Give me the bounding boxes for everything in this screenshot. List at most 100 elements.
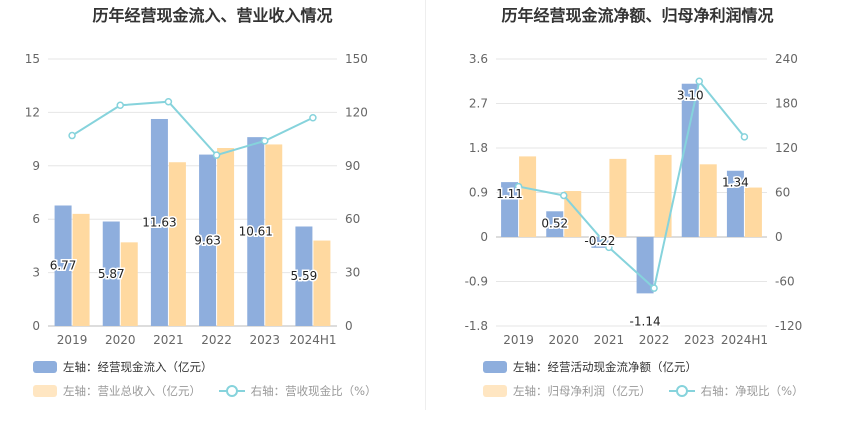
- legend-item-ratio[interactable]: 右轴：营收现金比（%）: [218, 383, 377, 399]
- legend-item-revenue[interactable]: 左轴：营业总收入（亿元）: [33, 383, 201, 399]
- bar: [726, 170, 744, 237]
- bar: [295, 226, 313, 326]
- bar: [519, 156, 537, 237]
- data-label: -0.22: [584, 234, 615, 248]
- bar: [654, 154, 672, 237]
- bar: [744, 187, 762, 237]
- legend-label: 左轴：营业总收入（亿元）: [63, 384, 201, 398]
- legend-item-net-cash[interactable]: 左轴：经营活动现金流净额（亿元）: [483, 359, 697, 375]
- bar: [150, 118, 168, 327]
- y-tick-right: 150: [345, 52, 368, 66]
- legend-item-cash-ratio[interactable]: 右轴：净现比（%）: [668, 383, 804, 399]
- y-tick-right: 90: [345, 159, 360, 173]
- chart-title: 历年经营现金流净额、归母净利润情况: [501, 6, 774, 25]
- bar: [247, 137, 265, 326]
- x-tick: 2020: [105, 333, 136, 347]
- x-tick: 2021: [594, 333, 625, 347]
- bar: [546, 211, 564, 237]
- line-point: [309, 113, 317, 122]
- x-tick: 2023: [684, 333, 715, 347]
- y-tick-right: 180: [775, 97, 798, 111]
- data-label: 9.63: [194, 233, 221, 247]
- chart-panel-netcash-profit: 历年经营现金流净额、归母净利润情况 -1.8 -120 -0.9 -60 0 0 0.9 60…: [425, 0, 850, 437]
- bar: [501, 182, 519, 237]
- y-tick-left: 6: [32, 212, 40, 226]
- chart-title: 历年经营现金流入、营业收入情况: [92, 6, 333, 25]
- x-tick: 2021: [153, 333, 184, 347]
- bar: [699, 164, 717, 237]
- x-tick: 2023: [249, 333, 280, 347]
- chart-panel-cashflow-revenue: 历年经营现金流入、营业收入情况 0 0 3 30 6 60 9 90 12 120 15 150 201…: [25, 6, 391, 400]
- line-point: [68, 131, 76, 140]
- legend-swatch: [483, 361, 507, 373]
- legend-row-2: 左轴：归母净利润（亿元） 右轴：净现比（%）: [483, 383, 818, 400]
- ratio-line: [71, 100, 314, 157]
- bar: [313, 240, 331, 326]
- line-point: [212, 151, 221, 159]
- chart-plot: -1.8 -120 -0.9 -60 0 0 0.9 60 1.8 120 2.7 180 3.6 240…: [465, 52, 803, 347]
- bar: [72, 213, 90, 326]
- data-label: 0.52: [541, 216, 568, 230]
- x-tick: 2019: [57, 333, 88, 347]
- data-label: 1.34: [722, 176, 749, 190]
- x-tick: 2024H1: [289, 333, 336, 347]
- line-point: [740, 133, 749, 141]
- y-tick-left: 3: [32, 266, 40, 280]
- y-tick-right: 30: [345, 266, 360, 280]
- bar: [636, 237, 654, 294]
- y-tick-right: 60: [345, 212, 360, 226]
- legend-line-icon: [668, 385, 695, 397]
- legend-item-net-profit[interactable]: 左轴：归母净利润（亿元）: [483, 383, 651, 399]
- bar: [199, 154, 217, 326]
- data-label: 11.63: [142, 215, 176, 229]
- y-tick-left: 0: [480, 230, 488, 244]
- x-tick: 2020: [548, 333, 579, 347]
- bar: [564, 191, 582, 237]
- line-point: [650, 284, 658, 292]
- y-tick-right: 120: [775, 141, 798, 155]
- legend-label: 左轴：经营活动现金流净额（亿元）: [513, 360, 697, 374]
- bar: [168, 162, 186, 326]
- legend-row-1: 左轴：经营现金流入（亿元）: [33, 359, 227, 376]
- data-label: 5.87: [98, 267, 125, 281]
- y-tick-left: 15: [25, 52, 40, 66]
- line-point: [116, 101, 124, 110]
- x-tick: 2024H1: [721, 333, 768, 347]
- y-tick-left: 3.6: [469, 52, 488, 66]
- panel-divider: [425, 0, 426, 410]
- y-tick-right: -60: [775, 275, 795, 289]
- y-tick-left: 1.8: [469, 141, 488, 155]
- legend-line-icon: [218, 385, 245, 397]
- data-label: 10.61: [239, 225, 273, 239]
- y-tick-right: 60: [775, 186, 790, 200]
- bar: [102, 221, 120, 326]
- data-label: -1.14: [630, 315, 661, 329]
- legend-item-cash-inflow[interactable]: 左轴：经营现金流入（亿元）: [33, 359, 213, 375]
- line-point: [261, 137, 269, 145]
- legend-swatch: [33, 361, 57, 373]
- line-point: [560, 191, 568, 200]
- legend-label: 右轴：营收现金比（%）: [250, 384, 377, 398]
- y-tick-left: -0.9: [465, 275, 488, 289]
- y-tick-left: 2.7: [469, 97, 488, 111]
- bar: [265, 144, 283, 326]
- legend-swatch: [33, 385, 57, 397]
- data-label: 3.10: [677, 89, 704, 103]
- line-point: [695, 77, 703, 85]
- ratio-line: [518, 79, 746, 291]
- line-point: [605, 243, 613, 252]
- legend-swatch: [483, 385, 507, 397]
- y-tick-right: 0: [345, 319, 353, 333]
- y-tick-left: 12: [25, 105, 40, 119]
- bar: [681, 83, 699, 237]
- legend-row-1: 左轴：经营活动现金流净额（亿元）: [483, 359, 711, 376]
- bar: [120, 242, 138, 326]
- y-tick-left: -1.8: [465, 319, 488, 333]
- x-tick: 2022: [201, 333, 232, 347]
- legend-row-2: 左轴：营业总收入（亿元） 右轴：营收现金比（%）: [33, 383, 391, 400]
- x-tick: 2019: [503, 333, 534, 347]
- data-label: 5.59: [291, 269, 318, 283]
- y-tick-right: 240: [775, 52, 798, 66]
- data-label: 1.11: [496, 187, 523, 201]
- data-label: 6.77: [50, 259, 77, 273]
